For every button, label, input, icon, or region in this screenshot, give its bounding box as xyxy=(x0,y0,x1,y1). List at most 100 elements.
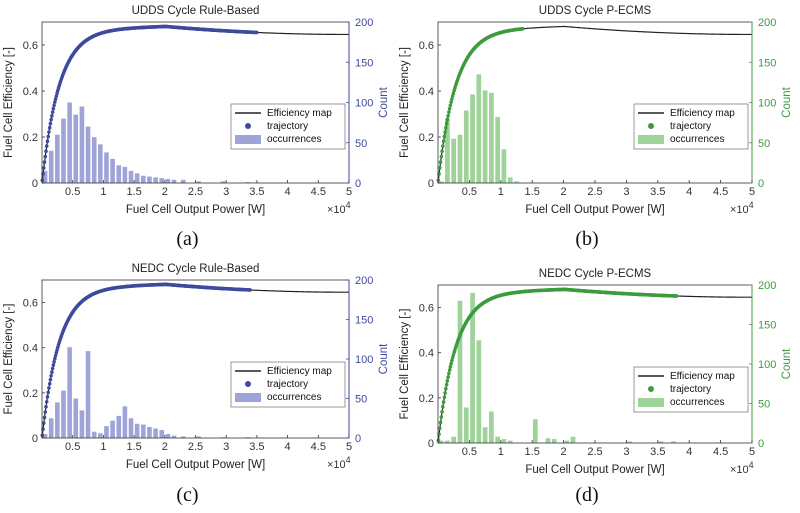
histogram-bar xyxy=(134,173,140,183)
legend-item-label: trajectory xyxy=(267,121,308,132)
histogram-bar xyxy=(128,170,134,183)
x-tick-label: 3 xyxy=(623,446,629,458)
x-tick-label: 3.5 xyxy=(249,186,264,198)
legend-marker-swatch xyxy=(245,381,251,387)
x-multiplier-exponent: 4 xyxy=(749,200,754,210)
trajectory-point xyxy=(44,404,48,409)
trajectory-point xyxy=(439,154,444,159)
histogram-bar xyxy=(482,90,488,183)
y2-tick-label: 0 xyxy=(355,178,361,190)
histogram-bar xyxy=(61,118,66,183)
histogram-bar xyxy=(67,102,72,183)
histogram-bar xyxy=(104,152,109,183)
trajectory-point xyxy=(52,360,56,364)
histogram-bar xyxy=(147,426,152,438)
histogram-bar xyxy=(128,418,134,438)
histogram-bar xyxy=(67,347,72,438)
histogram-bar xyxy=(110,420,115,438)
chart-title: NEDC Cycle Rule-Based xyxy=(132,263,260,275)
y2-tick-label: 50 xyxy=(758,138,770,150)
histogram-bar xyxy=(507,440,513,443)
histogram-bar xyxy=(438,440,444,443)
histogram-bar xyxy=(61,390,66,438)
trajectory-point xyxy=(47,386,51,390)
trajectory-point xyxy=(450,97,454,101)
trajectory-point xyxy=(444,121,449,126)
x-tick-label: 4.5 xyxy=(311,186,326,198)
x-tick-label: 0.5 xyxy=(462,446,477,458)
legend-bar-swatch xyxy=(638,135,664,144)
histogram-bar xyxy=(495,116,501,183)
efficiency-map-line xyxy=(437,288,752,444)
x-multiplier: ×104 xyxy=(327,455,351,471)
trajectory-point xyxy=(47,130,51,134)
y-tick-label: 0.4 xyxy=(23,86,38,98)
histogram-bar xyxy=(42,170,48,183)
histogram-bar xyxy=(476,74,482,183)
histogram-bar xyxy=(48,150,54,183)
trajectory-point xyxy=(451,91,456,96)
histogram-bar xyxy=(79,410,85,438)
subfigure-label: (d) xyxy=(575,484,598,506)
x-multiplier-exponent: 4 xyxy=(749,460,754,470)
y2-tick-label: 50 xyxy=(355,394,367,406)
y2-tick-label: 0 xyxy=(355,433,361,445)
legend-item-label: trajectory xyxy=(670,384,711,395)
histogram-bar xyxy=(495,436,501,443)
y2-tick-label: 50 xyxy=(758,399,770,411)
x-tick-label: 3 xyxy=(223,441,229,453)
x-tick-label: 1 xyxy=(100,441,106,453)
trajectory-point xyxy=(53,356,57,361)
trajectory-point xyxy=(41,166,46,170)
y-tick-label: 0.6 xyxy=(419,303,434,315)
y-tick-label: 0.6 xyxy=(23,40,38,52)
x-tick-label: 4 xyxy=(686,446,692,458)
trajectory-point xyxy=(444,125,448,130)
legend-item-label: trajectory xyxy=(267,379,308,390)
x-multiplier-exponent: 4 xyxy=(346,455,351,465)
histogram-bar xyxy=(196,181,201,183)
y2-tick-label: 150 xyxy=(355,57,373,69)
y2-axis-label: Count xyxy=(781,86,793,117)
trajectory-point xyxy=(48,121,53,126)
histogram-bar xyxy=(73,114,79,183)
x-tick-label: 4.5 xyxy=(713,186,728,198)
histogram-bar xyxy=(153,428,158,438)
x-tick-label: 3.5 xyxy=(249,441,264,453)
legend-marker-swatch xyxy=(648,123,654,129)
chart-panel-3: NEDC Cycle Rule-Based 0.5 1 1.5 2 2.5 3 3.5 4 4.5… xyxy=(3,263,390,506)
y2-tick-label: 0 xyxy=(758,178,764,190)
y2-tick-label: 200 xyxy=(758,280,776,292)
trajectory-point xyxy=(448,365,453,369)
x-tick-label: 4 xyxy=(686,186,692,198)
trajectory-point xyxy=(50,110,55,114)
trajectory-point xyxy=(445,117,450,122)
legend-item-label: Efficiency map xyxy=(267,108,332,119)
histogram-bar xyxy=(463,110,469,183)
trajectory-point xyxy=(43,154,48,159)
chart-title: UDDS Cycle Rule-Based xyxy=(132,5,260,17)
histogram-bar xyxy=(457,300,463,443)
trajectory-point xyxy=(53,100,57,104)
histogram-bar xyxy=(85,351,91,438)
legend-item-label: occurrences xyxy=(670,397,724,408)
legend-item-label: occurrences xyxy=(267,392,321,403)
histogram-bar xyxy=(147,176,152,183)
histogram-bar xyxy=(451,138,457,183)
histogram-bar xyxy=(470,292,475,443)
x-tick-label: 1.5 xyxy=(126,186,141,198)
x-tick-label: 2 xyxy=(162,186,168,198)
trajectory-point xyxy=(49,117,53,122)
histogram-bar xyxy=(501,149,507,183)
trajectory-point xyxy=(42,160,47,164)
histogram-bar xyxy=(514,181,519,183)
legend-item-label: Efficiency map xyxy=(267,366,332,377)
x-tick-label: 5 xyxy=(346,441,352,453)
x-multiplier-exponent: 4 xyxy=(346,200,351,210)
histogram-bar xyxy=(627,441,632,443)
x-multiplier: ×104 xyxy=(730,200,754,216)
trajectory-point xyxy=(438,160,443,164)
x-axis-label: Fuel Cell Output Power [W] xyxy=(126,204,265,216)
y-tick-label: 0.2 xyxy=(419,132,434,144)
